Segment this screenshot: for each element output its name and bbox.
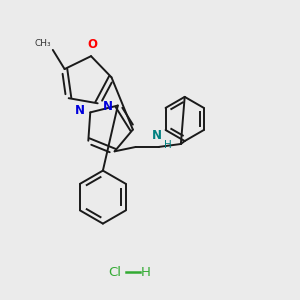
Text: H: H <box>164 140 172 150</box>
Text: CH₃: CH₃ <box>35 39 51 48</box>
Text: Cl: Cl <box>108 266 121 279</box>
Text: O: O <box>88 38 98 51</box>
Text: N: N <box>75 104 85 117</box>
Text: H: H <box>141 266 151 279</box>
Text: N: N <box>152 129 162 142</box>
Text: N: N <box>103 100 112 112</box>
